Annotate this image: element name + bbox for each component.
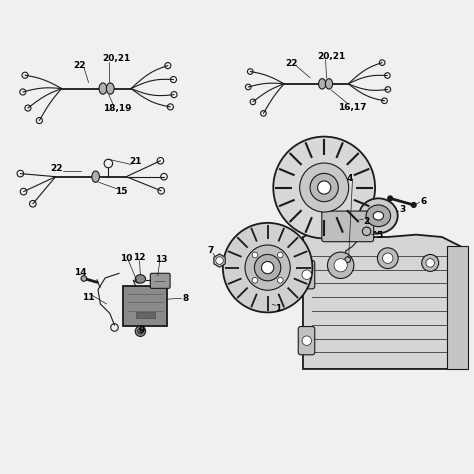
Circle shape <box>377 248 398 269</box>
Circle shape <box>426 259 435 267</box>
Circle shape <box>277 277 283 283</box>
Circle shape <box>137 328 143 334</box>
Text: 13: 13 <box>155 255 168 264</box>
Circle shape <box>334 259 347 272</box>
Circle shape <box>362 227 371 236</box>
Text: 15: 15 <box>115 187 128 196</box>
Text: 20,21: 20,21 <box>103 55 131 64</box>
Text: 7: 7 <box>207 246 213 255</box>
Text: 21: 21 <box>129 157 142 166</box>
Text: 22: 22 <box>51 164 63 173</box>
Text: 3: 3 <box>400 205 406 214</box>
Circle shape <box>302 270 311 279</box>
Text: 4: 4 <box>346 173 353 182</box>
Text: 8: 8 <box>183 294 189 303</box>
Circle shape <box>310 173 338 201</box>
Ellipse shape <box>325 79 333 89</box>
Text: 6: 6 <box>420 197 426 206</box>
Ellipse shape <box>92 171 100 182</box>
Ellipse shape <box>106 83 114 94</box>
Circle shape <box>223 223 312 312</box>
Circle shape <box>411 202 416 207</box>
Ellipse shape <box>373 211 383 220</box>
Ellipse shape <box>99 83 107 94</box>
Polygon shape <box>303 228 468 369</box>
Text: 16,17: 16,17 <box>338 103 367 112</box>
FancyBboxPatch shape <box>298 261 315 289</box>
FancyBboxPatch shape <box>150 273 170 288</box>
Circle shape <box>135 326 146 337</box>
Circle shape <box>252 277 258 283</box>
Ellipse shape <box>359 198 398 233</box>
Text: 14: 14 <box>74 268 87 277</box>
Text: 10: 10 <box>120 254 132 263</box>
Circle shape <box>388 196 392 201</box>
Text: 18,19: 18,19 <box>102 104 131 113</box>
FancyBboxPatch shape <box>123 285 167 326</box>
Text: 11: 11 <box>82 293 95 302</box>
Ellipse shape <box>366 205 391 227</box>
FancyBboxPatch shape <box>322 211 374 242</box>
Circle shape <box>383 253 393 264</box>
Circle shape <box>252 252 258 258</box>
Text: 9: 9 <box>138 326 145 335</box>
Circle shape <box>422 255 438 272</box>
Text: 2: 2 <box>364 217 370 226</box>
FancyBboxPatch shape <box>447 246 468 369</box>
Circle shape <box>262 262 274 274</box>
Circle shape <box>302 336 311 346</box>
Polygon shape <box>214 254 225 267</box>
Circle shape <box>216 257 223 264</box>
Circle shape <box>255 255 281 281</box>
Text: 20,21: 20,21 <box>317 53 346 62</box>
FancyBboxPatch shape <box>136 312 155 318</box>
Polygon shape <box>265 235 303 249</box>
Text: 22: 22 <box>285 59 298 68</box>
Circle shape <box>318 181 331 194</box>
Circle shape <box>328 252 354 278</box>
FancyBboxPatch shape <box>298 327 315 355</box>
Circle shape <box>81 276 87 281</box>
Ellipse shape <box>319 79 326 89</box>
Ellipse shape <box>135 275 146 283</box>
Circle shape <box>273 137 375 238</box>
Text: 5: 5 <box>377 231 383 240</box>
Circle shape <box>300 163 349 212</box>
Text: 1: 1 <box>275 304 281 313</box>
Text: 12: 12 <box>133 253 145 262</box>
Circle shape <box>277 252 283 258</box>
Circle shape <box>245 245 290 290</box>
Text: 22: 22 <box>73 61 85 70</box>
